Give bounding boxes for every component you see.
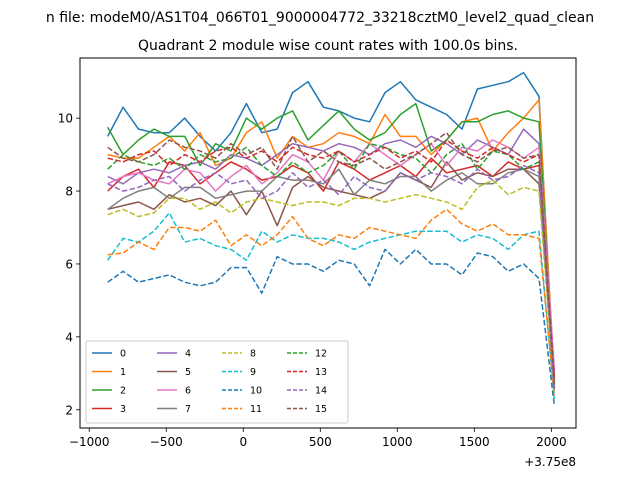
legend-label-0: 0 bbox=[120, 349, 126, 360]
legend-label-9: 9 bbox=[250, 367, 256, 378]
legend-label-14: 14 bbox=[315, 386, 327, 397]
legend-label-15: 15 bbox=[315, 404, 327, 415]
legend-label-2: 2 bbox=[120, 386, 126, 397]
legend-label-3: 3 bbox=[120, 404, 126, 415]
series-line-9 bbox=[107, 212, 556, 399]
series-layer bbox=[107, 71, 556, 407]
series-line-8 bbox=[107, 179, 556, 392]
series-line-1 bbox=[107, 99, 556, 381]
y-tick-label: 8 bbox=[65, 185, 73, 199]
x-tick-label: 1000 bbox=[382, 435, 413, 449]
series-line-12 bbox=[107, 142, 556, 388]
plot-frame bbox=[79, 57, 577, 429]
series-line-0 bbox=[107, 71, 556, 388]
series-line-6 bbox=[107, 139, 556, 370]
y-tick-label: 6 bbox=[65, 257, 73, 271]
series-line-11 bbox=[107, 208, 556, 396]
legend-label-11: 11 bbox=[250, 404, 262, 415]
x-tick-label: −500 bbox=[150, 435, 183, 449]
series-line-14 bbox=[107, 164, 556, 392]
y-tick-label: 2 bbox=[65, 403, 73, 417]
series-line-13 bbox=[107, 139, 556, 381]
legend-label-8: 8 bbox=[250, 349, 256, 360]
chart-title: Quadrant 2 module wise count rates with … bbox=[138, 38, 518, 54]
series-line-2 bbox=[107, 102, 556, 385]
y-tick-label: 10 bbox=[58, 112, 73, 126]
legend-label-10: 10 bbox=[250, 386, 262, 397]
x-tick-label: −1000 bbox=[69, 435, 110, 449]
legend-label-13: 13 bbox=[315, 367, 327, 378]
legend-label-12: 12 bbox=[315, 349, 327, 360]
legend-label-4: 4 bbox=[185, 349, 191, 360]
series-line-15 bbox=[107, 131, 556, 385]
legend-label-7: 7 bbox=[185, 404, 191, 415]
legend-label-1: 1 bbox=[120, 367, 126, 378]
figure-suptitle: n file: modeM0/AS1T04_066T01_9000004772_… bbox=[46, 10, 594, 26]
x-axis-offset-label: +3.75e8 bbox=[524, 455, 576, 469]
legend-box bbox=[85, 340, 349, 424]
legend-label-6: 6 bbox=[185, 386, 191, 397]
x-tick-label: 2000 bbox=[536, 435, 567, 449]
legend-label-5: 5 bbox=[185, 367, 191, 378]
y-tick-label: 4 bbox=[65, 330, 73, 344]
x-tick-label: 1500 bbox=[459, 435, 490, 449]
series-line-5 bbox=[107, 161, 556, 385]
series-line-10 bbox=[107, 248, 556, 407]
series-line-4 bbox=[107, 128, 556, 374]
x-tick-label: 500 bbox=[309, 435, 332, 449]
x-tick-label: 0 bbox=[239, 435, 247, 449]
